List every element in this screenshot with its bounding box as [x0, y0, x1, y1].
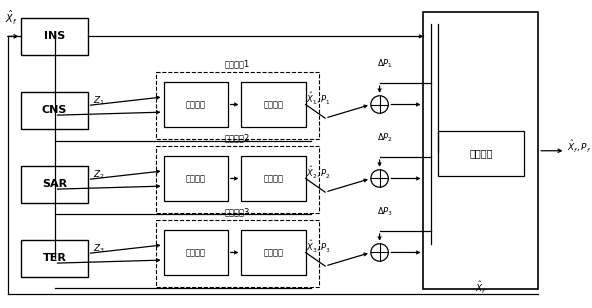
FancyBboxPatch shape: [242, 156, 305, 201]
FancyBboxPatch shape: [21, 166, 88, 203]
Text: $\hat{X}_f$: $\hat{X}_f$: [475, 280, 487, 296]
Text: 时间更新: 时间更新: [186, 248, 205, 257]
FancyBboxPatch shape: [156, 146, 319, 213]
Text: $\hat{X}_2,P_2$: $\hat{X}_2,P_2$: [306, 164, 331, 181]
FancyBboxPatch shape: [156, 220, 319, 286]
Text: CNS: CNS: [42, 105, 67, 116]
Text: 时间更新: 时间更新: [186, 100, 205, 109]
Text: 量测更新: 量测更新: [263, 248, 284, 257]
FancyBboxPatch shape: [438, 131, 524, 176]
Text: 最优融合: 最优融合: [469, 148, 493, 158]
Text: $Z_2$: $Z_2$: [94, 168, 105, 181]
FancyBboxPatch shape: [242, 82, 305, 127]
Text: $\hat{X}_f$: $\hat{X}_f$: [5, 9, 17, 27]
FancyBboxPatch shape: [163, 156, 228, 201]
Text: $Z_3$: $Z_3$: [94, 242, 105, 255]
Text: $\Delta P_2$: $\Delta P_2$: [378, 132, 394, 144]
Text: 子滤波器1: 子滤波器1: [225, 59, 250, 68]
FancyBboxPatch shape: [156, 72, 319, 139]
Text: $\hat{X}_f,P_f$: $\hat{X}_f,P_f$: [568, 139, 591, 155]
Text: SAR: SAR: [42, 179, 67, 189]
FancyBboxPatch shape: [21, 240, 88, 277]
Text: $\Delta P_1$: $\Delta P_1$: [378, 58, 394, 71]
Text: $\Delta P_3$: $\Delta P_3$: [377, 206, 394, 218]
Text: $\hat{X}_3,P_3$: $\hat{X}_3,P_3$: [306, 239, 331, 255]
FancyBboxPatch shape: [21, 92, 88, 129]
Text: 子滤波器3: 子滤波器3: [225, 208, 250, 217]
Text: 量测更新: 量测更新: [263, 174, 284, 183]
FancyBboxPatch shape: [21, 18, 88, 55]
Text: $\hat{X}_1,P_1$: $\hat{X}_1,P_1$: [306, 91, 331, 107]
Text: 时间更新: 时间更新: [186, 174, 205, 183]
Text: $Z_1$: $Z_1$: [94, 94, 105, 107]
Text: TER: TER: [43, 253, 66, 263]
FancyBboxPatch shape: [423, 12, 538, 290]
Text: INS: INS: [44, 31, 65, 41]
FancyBboxPatch shape: [163, 82, 228, 127]
Text: 子滤波器2: 子滤波器2: [225, 133, 250, 143]
FancyBboxPatch shape: [163, 230, 228, 275]
Text: 量测更新: 量测更新: [263, 100, 284, 109]
FancyBboxPatch shape: [242, 230, 305, 275]
